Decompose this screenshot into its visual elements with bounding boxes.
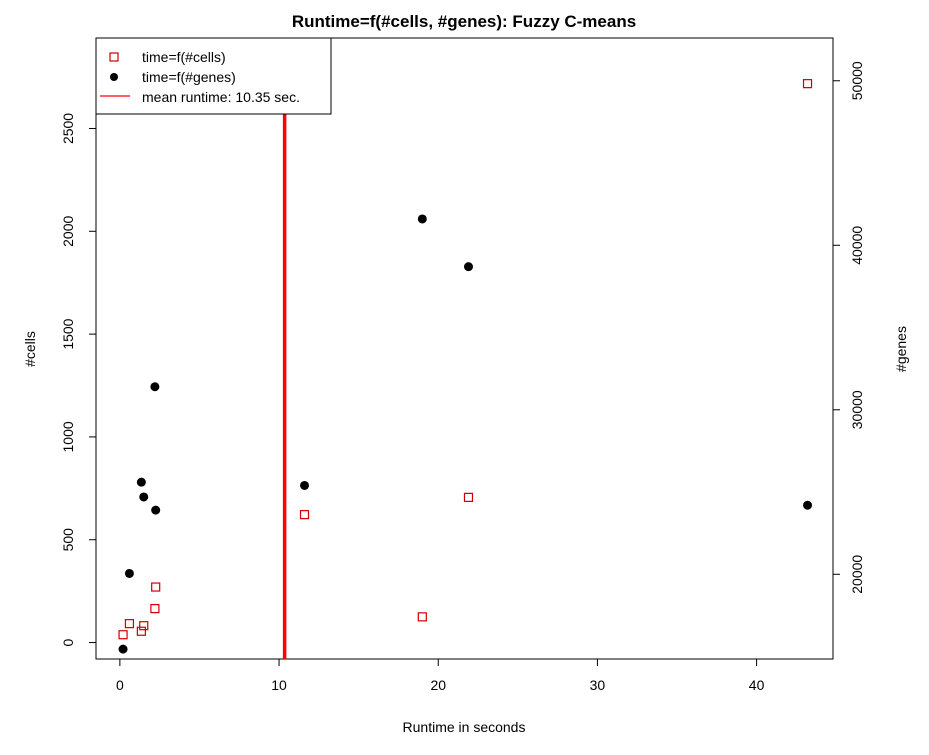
y-left-tick-label: 2000 xyxy=(60,216,76,247)
legend-label-mean: mean runtime: 10.35 sec. xyxy=(142,89,300,105)
y-right-tick-label: 20000 xyxy=(849,555,865,594)
legend: time=f(#cells) time=f(#genes) mean runti… xyxy=(95,37,332,115)
x-tick-label: 20 xyxy=(430,677,446,693)
y-axis-right: 20000 30000 40000 50000 xyxy=(832,61,865,594)
y-left-tick-label: 0 xyxy=(60,638,76,646)
legend-label-genes: time=f(#genes) xyxy=(142,69,236,85)
x-tick-label: 30 xyxy=(590,677,606,693)
cells-point xyxy=(124,619,135,629)
genes-point xyxy=(139,492,149,502)
cells-point xyxy=(802,79,813,89)
genes-point xyxy=(136,477,146,487)
cells-point xyxy=(463,492,474,502)
genes-point xyxy=(803,500,813,510)
cells-point xyxy=(136,626,146,636)
cells-point xyxy=(151,582,161,592)
y-axis-right-label: #genes xyxy=(893,326,909,372)
y-right-tick-label: 30000 xyxy=(849,390,865,429)
x-tick-label: 40 xyxy=(749,677,765,693)
cells-point xyxy=(150,604,160,614)
cells-point xyxy=(118,630,128,640)
x-axis-label: Runtime in seconds xyxy=(403,719,526,735)
x-tick-label: 10 xyxy=(271,677,287,693)
genes-point xyxy=(150,382,160,392)
y-left-tick-label: 2500 xyxy=(60,113,76,144)
y-axis-left: 0 500 1000 1500 2000 2500 xyxy=(60,113,97,646)
y-right-tick-label: 40000 xyxy=(849,226,865,265)
cells-point xyxy=(417,612,427,622)
genes-point xyxy=(124,568,134,578)
x-axis: 0 10 20 30 40 xyxy=(116,658,765,693)
genes-point xyxy=(463,262,473,272)
legend-box xyxy=(95,37,332,115)
legend-marker-genes xyxy=(110,73,118,81)
y-left-tick-label: 500 xyxy=(60,528,76,552)
series-cells xyxy=(118,79,813,640)
genes-point xyxy=(417,214,427,224)
legend-marker-cells xyxy=(109,52,119,62)
chart-title: Runtime=f(#cells, #genes): Fuzzy C-means xyxy=(292,12,636,31)
y-left-tick-label: 1000 xyxy=(60,421,76,452)
cells-point xyxy=(139,621,149,631)
cells-point xyxy=(299,510,310,520)
plot-frame xyxy=(95,37,834,660)
legend-label-cells: time=f(#cells) xyxy=(142,49,226,65)
genes-point xyxy=(118,644,128,654)
genes-point xyxy=(300,480,310,490)
series-genes xyxy=(118,214,813,654)
y-axis-left-label: #cells xyxy=(22,331,38,367)
y-right-tick-label: 50000 xyxy=(849,61,865,100)
genes-point xyxy=(151,505,161,515)
x-tick-label: 0 xyxy=(116,677,124,693)
y-left-tick-label: 1500 xyxy=(60,318,76,349)
